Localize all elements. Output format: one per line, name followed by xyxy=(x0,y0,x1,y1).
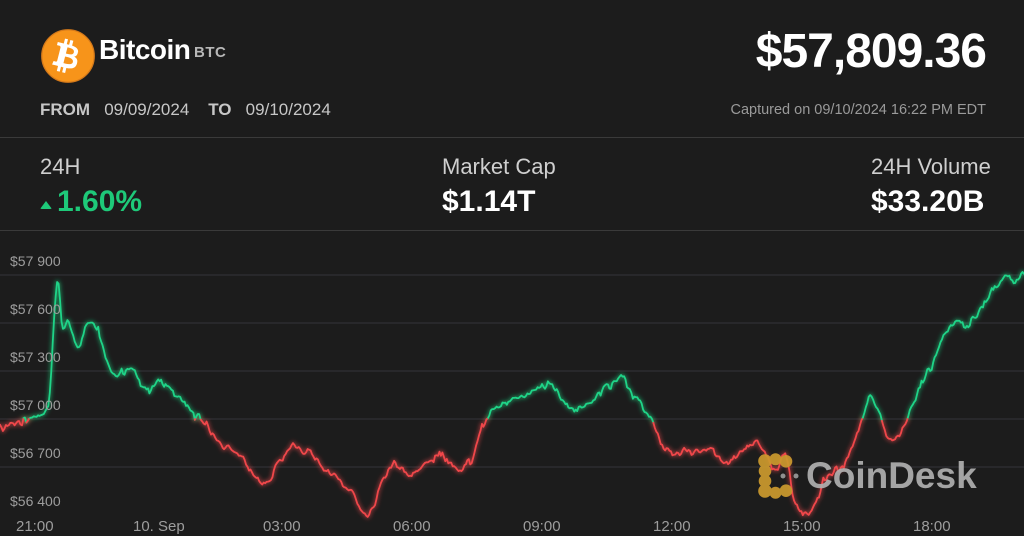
svg-text:CoinDesk: CoinDesk xyxy=(806,455,977,496)
